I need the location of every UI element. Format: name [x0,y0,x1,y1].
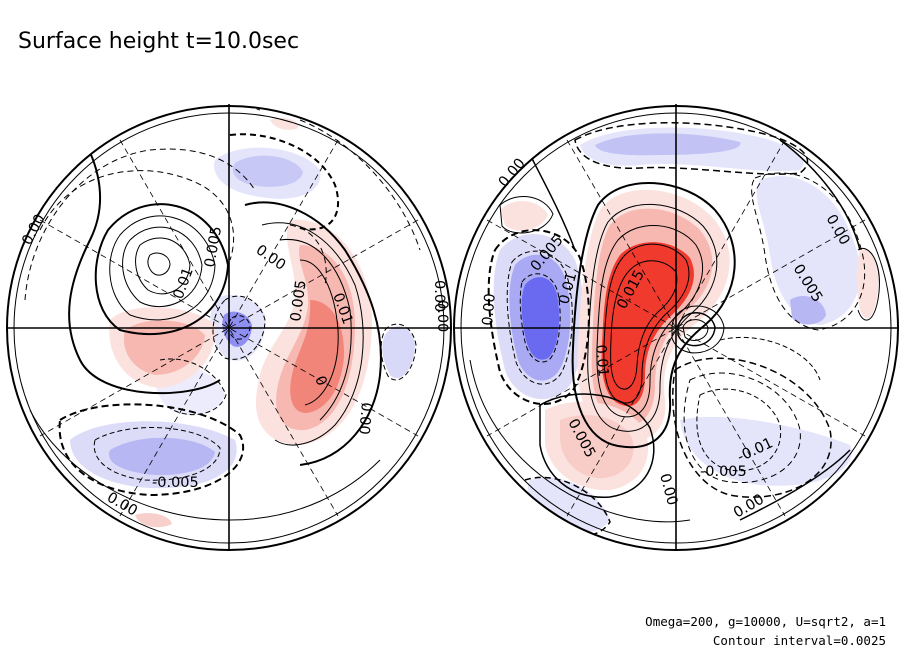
right-positive-region-rightedge [856,249,879,319]
parameters-note: Omega=200, g=10000, U=sqrt2, a=1 [645,614,886,629]
right-positive-mid-bottom [560,415,634,479]
right-hemisphere: 0.00 0.00 0.005 0.01 0.00 0.015 0.01 0.0… [434,104,899,551]
right-label-2: 0.00 [480,293,499,327]
left-hemisphere: 0.00 0.01 0.005 0.00 0.005 0.01 0 0.00 0… [6,104,452,551]
left-label-5: 0.005 [288,279,310,322]
left-positive-spot-bottom [135,513,172,528]
figure-title: Surface height t=10.0sec [18,29,299,54]
left-label-2: 0.01 [171,266,197,302]
left-label-8: 0.00 [431,280,447,312]
left-label-3: 0.005 [202,225,225,269]
left-negative-core-bottom [109,437,215,476]
right-label-1: 0.00 [496,156,529,191]
left-positive-spot-top [270,117,299,130]
left-negative-core-top [232,155,303,187]
left-negative-region-right [382,326,415,379]
right-label-12: -0.005 [700,464,747,480]
right-negative-core-left [521,277,560,360]
left-label-10: -0.005 [152,475,199,491]
right-label-7: 0.01 [592,344,611,378]
right-negative-region-bottomright [680,416,852,486]
right-graticule [486,139,866,517]
right-negative-core-top [595,133,741,156]
left-label-1: 0.00 [19,212,48,248]
left-contours [24,106,421,521]
contour-interval-note: Contour interval=0.0025 [713,633,886,648]
left-label-9: 0.00 [355,402,374,436]
right-positive-region-topleft [500,200,548,231]
right-negative-region-right [756,176,861,325]
left-graticule [39,139,419,517]
right-label-14: 0.00 [434,300,450,332]
left-label-4: 0.00 [253,242,289,274]
right-negative-core-right [790,295,826,325]
